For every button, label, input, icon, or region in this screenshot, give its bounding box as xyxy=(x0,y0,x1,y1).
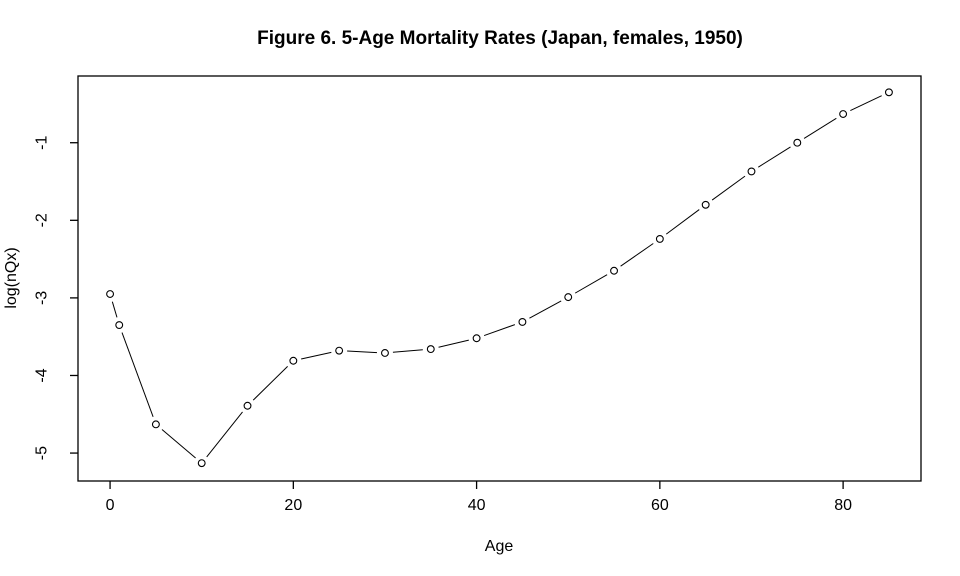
chart-title: Figure 6. 5-Age Mortality Rates (Japan, … xyxy=(257,28,743,49)
series-segment xyxy=(121,332,154,418)
series-segment xyxy=(252,365,288,401)
x-tick-label: 80 xyxy=(834,497,852,514)
y-tick-label: -3 xyxy=(34,291,51,305)
data-point xyxy=(106,290,115,298)
data-point xyxy=(839,110,848,118)
data-point xyxy=(151,420,160,429)
series-segment xyxy=(529,300,562,319)
x-tick-label: 60 xyxy=(651,497,669,514)
x-tick-label: 0 xyxy=(106,497,115,514)
data-point xyxy=(564,293,573,302)
y-axis-title: log(nQx) xyxy=(3,247,20,308)
data-point xyxy=(701,200,710,209)
data-point xyxy=(243,401,252,410)
data-point xyxy=(381,349,389,357)
series-segment xyxy=(620,243,654,267)
data-point xyxy=(289,356,298,365)
series-segment xyxy=(347,350,377,354)
data-point xyxy=(115,321,124,330)
y-tick-label: -5 xyxy=(34,446,51,460)
x-tick-label: 20 xyxy=(284,497,302,514)
plot-frame xyxy=(77,75,922,482)
series-segment xyxy=(803,117,837,139)
series-segment xyxy=(438,339,469,348)
plot-area: 0 20 40 60 80 -1 -2 -3 -4 -5 xyxy=(34,75,922,514)
data-point xyxy=(335,346,344,355)
series-segment xyxy=(665,209,700,235)
data-point xyxy=(610,266,618,275)
series-segment xyxy=(483,324,516,337)
data-point xyxy=(197,459,206,468)
y-tick-label: -2 xyxy=(34,213,51,227)
x-axis-title: Age xyxy=(485,538,514,555)
data-point xyxy=(655,234,664,243)
y-tick-label: -4 xyxy=(34,368,51,382)
data-point xyxy=(472,334,481,343)
data-point xyxy=(747,167,756,176)
series-segment xyxy=(711,175,746,201)
series-segment xyxy=(161,429,196,459)
y-tick-label: -1 xyxy=(34,136,51,150)
series-segment xyxy=(301,351,332,360)
series-segment xyxy=(757,146,791,168)
data-point xyxy=(518,317,527,326)
series-segment xyxy=(111,301,118,318)
series-segment xyxy=(206,411,243,458)
series-segment xyxy=(850,95,882,112)
data-point xyxy=(793,138,802,147)
data-point xyxy=(426,345,435,354)
data-point xyxy=(884,88,893,97)
series-segment xyxy=(392,349,423,353)
series-segment xyxy=(574,274,608,294)
x-tick-label: 40 xyxy=(468,497,486,514)
